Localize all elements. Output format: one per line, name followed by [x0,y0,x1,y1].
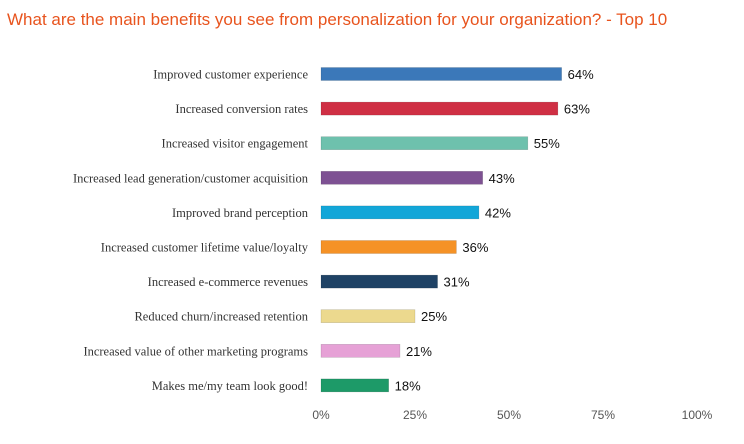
category-label: Increased value of other marketing progr… [83,344,308,358]
value-label: 64% [568,67,594,82]
bar [320,274,438,289]
value-label: 63% [564,102,590,117]
category-label: Increased e-commerce revenues [148,275,308,289]
bar [320,205,480,220]
category-label: Increased visitor engagement [162,137,309,151]
category-label: Increased lead generation/customer acqui… [73,171,309,185]
x-tick-label: 50% [497,408,521,422]
category-label: Makes me/my team look good! [152,379,308,393]
value-label: 36% [462,240,488,255]
x-tick-label: 100% [682,408,713,422]
x-tick-label: 25% [403,408,427,422]
category-label: Reduced churn/increased retention [134,310,308,324]
x-tick-label: 75% [591,408,615,422]
bar [320,240,457,254]
value-label: 31% [444,275,470,290]
value-label: 25% [421,309,447,324]
chart-title: What are the main benefits you see from … [7,10,668,29]
bar [320,378,389,393]
value-label: 21% [406,344,432,359]
value-label: 18% [395,378,421,393]
value-label: 43% [489,171,515,186]
value-label: 42% [485,205,511,220]
bar [320,101,559,116]
bar [320,67,562,81]
category-label: Increased customer lifetime value/loyalt… [101,241,309,255]
category-label: Improved customer experience [153,68,308,82]
bar [320,309,416,324]
bar [320,136,529,150]
bar [320,171,483,185]
value-label: 55% [534,136,560,151]
bar [320,343,401,358]
category-label: Increased conversion rates [175,102,308,116]
category-label: Improved brand perception [172,206,309,220]
x-tick-label: 0% [312,408,330,422]
